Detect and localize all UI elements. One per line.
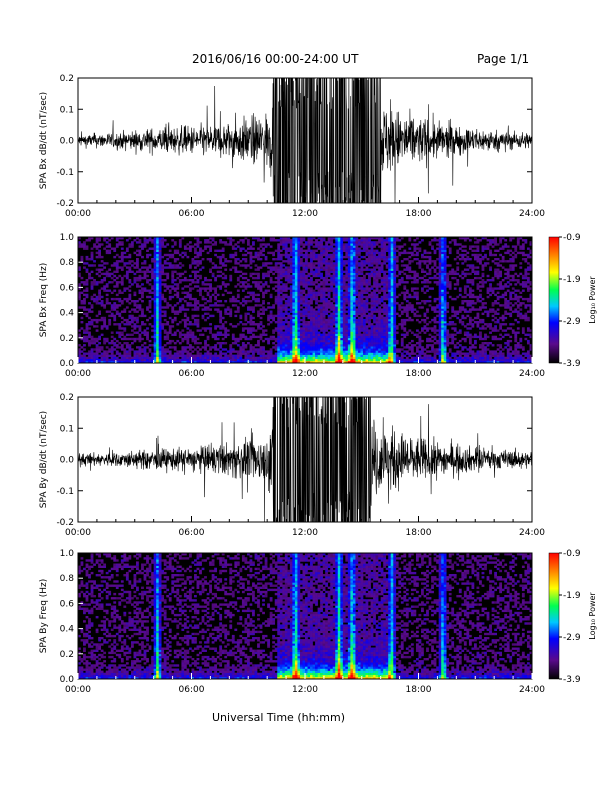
- y-tick-label: -0.1: [56, 168, 74, 178]
- y-tick-label: 0.8: [60, 258, 75, 268]
- y-tick-label: 0.8: [60, 574, 75, 584]
- page-indicator: Page 1/1: [477, 52, 529, 66]
- colorbar-tick-label: -0.9: [563, 549, 581, 559]
- y-axis-label: SPA Bx dB/dt (nT/sec): [39, 92, 49, 189]
- y-tick-label: 1.0: [60, 549, 75, 559]
- x-tick-label: 00:00: [65, 209, 91, 219]
- x-tick-label: 00:00: [65, 528, 91, 538]
- x-tick-label: 24:00: [519, 209, 545, 219]
- colorbar: [548, 552, 560, 680]
- spectrogram-cells: [78, 553, 533, 680]
- y-tick-label: 0.0: [60, 675, 75, 685]
- x-tick-label: 00:00: [65, 685, 91, 695]
- x-tick-label: 06:00: [179, 685, 205, 695]
- waveform-trace-2: [78, 397, 532, 522]
- x-tick-label: 06:00: [179, 209, 205, 219]
- y-axis-label: SPA Bx Freq (Hz): [39, 263, 49, 338]
- waveform-trace-0: [78, 78, 532, 203]
- y-tick-label: 1.0: [60, 233, 75, 243]
- x-tick-label: 18:00: [406, 369, 432, 379]
- x-tick-label: 00:00: [65, 369, 91, 379]
- y-tick-label: 0.2: [60, 650, 74, 660]
- y-axis-label: SPA By dB/dt (nT/sec): [39, 411, 49, 508]
- x-tick-label: 12:00: [292, 209, 318, 219]
- y-tick-label: 0.6: [60, 283, 75, 293]
- y-tick-label: -0.2: [56, 518, 74, 528]
- y-tick-label: 0.1: [60, 424, 74, 434]
- x-tick-label: 24:00: [519, 369, 545, 379]
- y-tick-label: 0.0: [60, 456, 75, 466]
- x-tick-label: 18:00: [406, 685, 432, 695]
- y-tick-label: 0.2: [60, 393, 74, 403]
- colorbar-tick-label: -1.9: [563, 591, 581, 601]
- colorbar-label: Log₁₀ Power: [588, 592, 597, 640]
- x-tick-label: 18:00: [406, 528, 432, 538]
- by-spectrogram-panel: 1.0 0.8 0.6 0.4 0.2 0.0 -0.9 -1.9 -2.9 -3.9 Log₁₀ …: [39, 549, 597, 695]
- spectrogram-cells: [78, 237, 533, 364]
- colorbar-tick-label: -3.9: [563, 359, 581, 369]
- colorbar-tick-label: -1.9: [563, 275, 581, 285]
- bx-waveform-panel: 0.2 0.1 0.0 -0.1 -0.200:00 06:00 12:00 18:00 24:…: [39, 74, 545, 219]
- colorbar-tick-label: -2.9: [563, 317, 581, 327]
- x-tick-label: 24:00: [519, 528, 545, 538]
- bx-spectrogram-panel: 1.0 0.8 0.6 0.4 0.2 0.0 -0.9 -1.9 -2.9 -3.9 Log₁₀ …: [39, 233, 597, 379]
- x-tick-label: 12:00: [292, 685, 318, 695]
- x-tick-label: 06:00: [179, 528, 205, 538]
- x-tick-label: 18:00: [406, 209, 432, 219]
- colorbar-tick-label: -3.9: [563, 675, 581, 685]
- y-tick-label: 0.0: [60, 137, 75, 147]
- colorbar-tick-label: -0.9: [563, 233, 581, 243]
- y-tick-label: 0.0: [60, 359, 75, 369]
- y-tick-label: -0.2: [56, 199, 74, 209]
- y-axis-label: SPA By Freq (Hz): [39, 579, 49, 654]
- x-axis-label: Universal Time (hh:mm): [212, 711, 345, 724]
- colorbar: [548, 236, 560, 364]
- y-tick-label: -0.1: [56, 487, 74, 497]
- y-tick-label: 0.4: [60, 625, 75, 635]
- by-waveform-panel: 0.2 0.1 0.0 -0.1 -0.200:00 06:00 12:00 18:00 24:…: [39, 393, 545, 538]
- x-tick-label: 12:00: [292, 528, 318, 538]
- x-tick-label: 24:00: [519, 685, 545, 695]
- y-tick-label: 0.1: [60, 105, 74, 115]
- colorbar-label: Log₁₀ Power: [588, 276, 597, 324]
- y-tick-label: 0.4: [60, 309, 75, 319]
- y-tick-label: 0.6: [60, 599, 75, 609]
- y-tick-label: 0.2: [60, 74, 74, 84]
- x-tick-label: 06:00: [179, 369, 205, 379]
- plot-title: 2016/06/16 00:00-24:00 UT: [192, 52, 359, 66]
- colorbar-tick-label: -2.9: [563, 633, 581, 643]
- x-tick-label: 12:00: [292, 369, 318, 379]
- y-tick-label: 0.2: [60, 334, 74, 344]
